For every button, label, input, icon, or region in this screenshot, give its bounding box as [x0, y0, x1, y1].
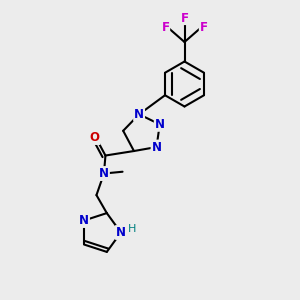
Text: N: N	[79, 214, 89, 227]
Text: F: F	[200, 21, 207, 34]
Text: N: N	[155, 118, 165, 131]
Text: H: H	[128, 224, 136, 234]
Text: N: N	[99, 167, 109, 180]
Text: O: O	[90, 131, 100, 144]
Text: N: N	[116, 226, 126, 239]
Text: F: F	[181, 11, 188, 25]
Text: N: N	[134, 108, 144, 121]
Text: N: N	[152, 140, 161, 154]
Text: F: F	[162, 21, 170, 34]
